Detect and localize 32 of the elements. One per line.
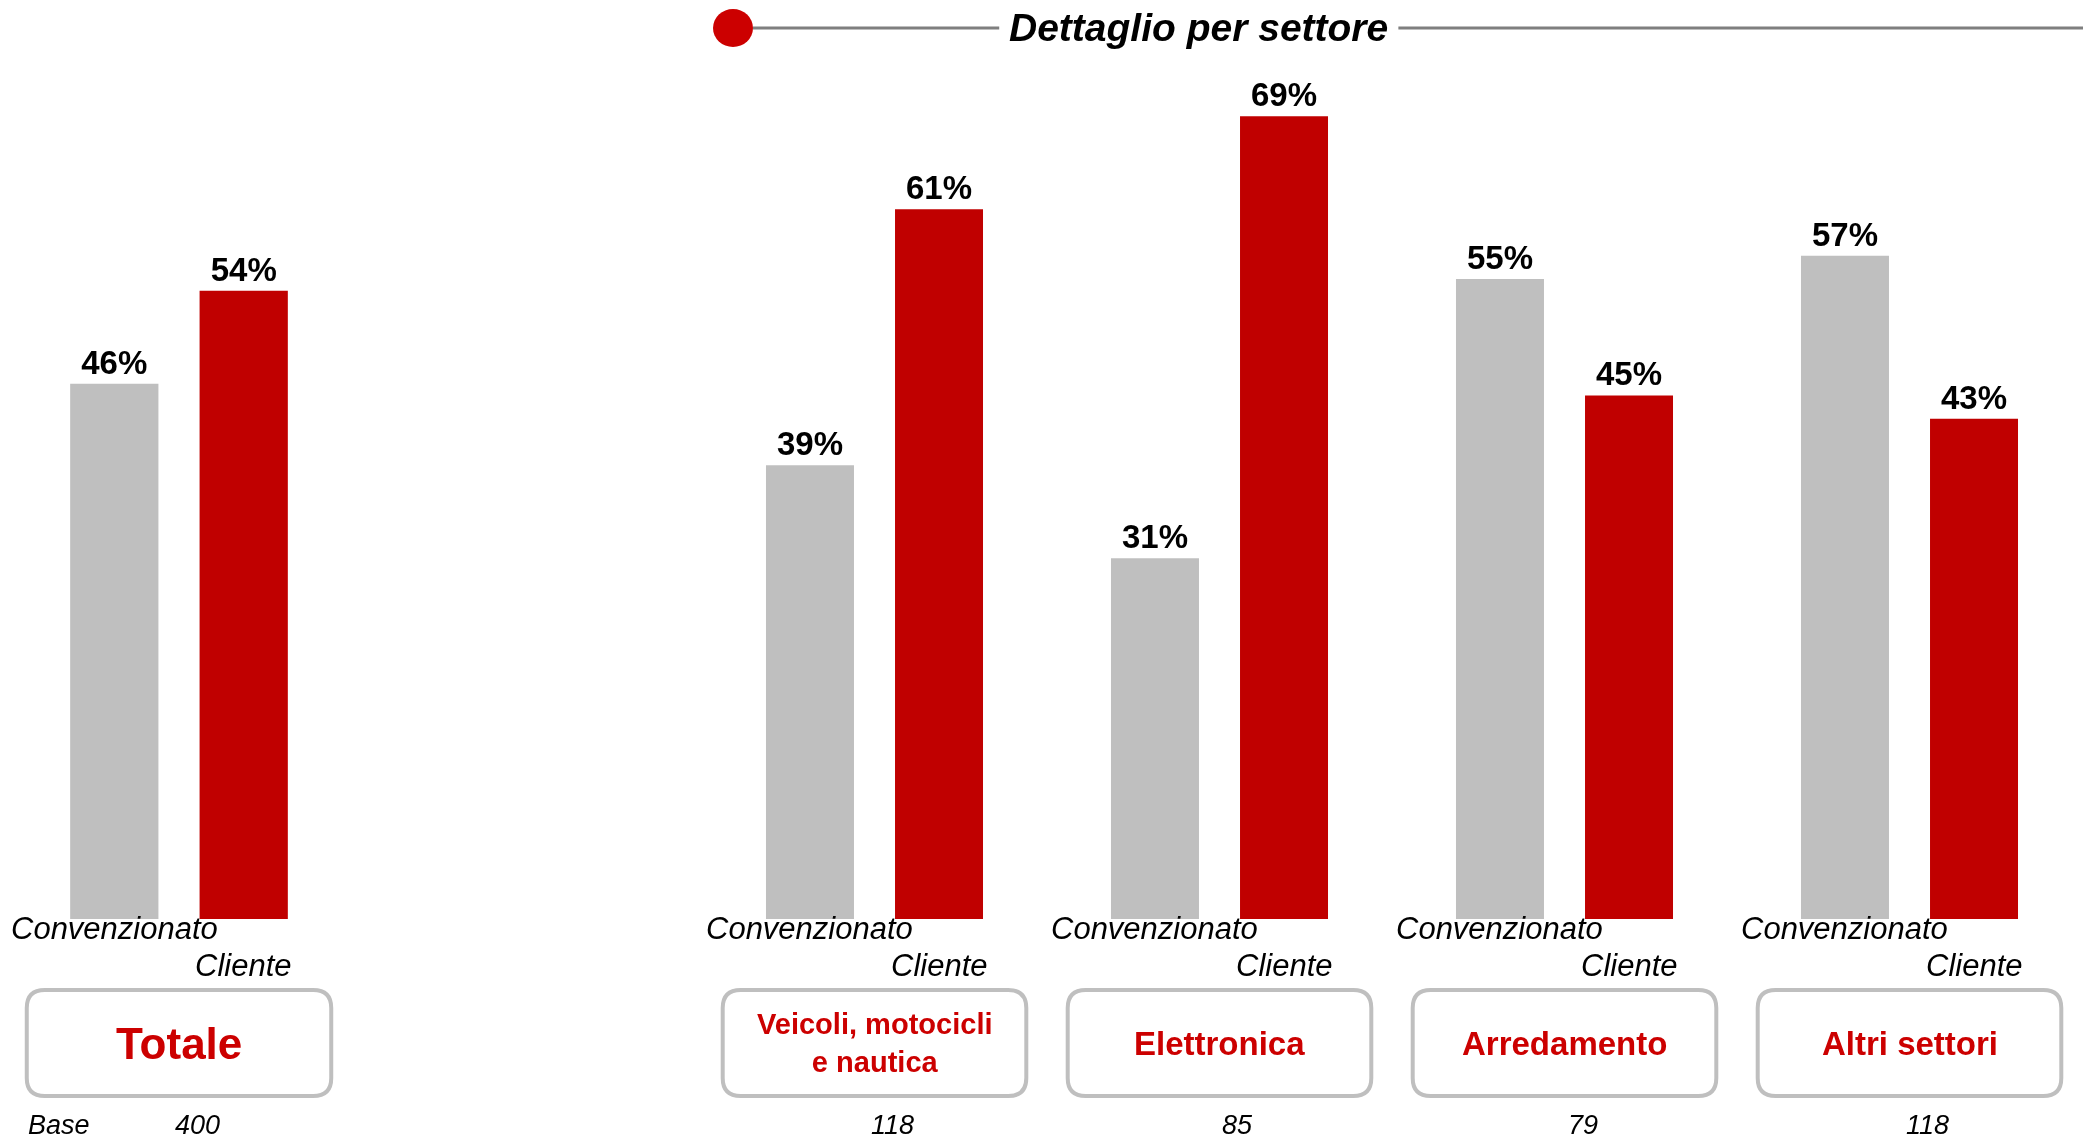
text: 118 <box>1906 1110 1950 1140</box>
data-label: 54% <box>210 250 277 288</box>
text: Base <box>28 1110 90 1140</box>
series-label: Convenzionato <box>706 911 913 946</box>
series-label: Cliente <box>891 948 988 983</box>
x-tick-label: Elettronica <box>1134 1025 1306 1062</box>
text: Cliente <box>1581 948 1678 983</box>
text: 400 <box>175 1110 221 1140</box>
data-label: 43% <box>1940 378 2008 416</box>
x-tick-label: Arredamento <box>1462 1025 1668 1062</box>
data-label: 57% <box>1811 215 1879 253</box>
text: Cliente <box>1236 948 1333 983</box>
data-label: 46% <box>81 343 148 381</box>
chart-title: Dettaglio per settore <box>1009 6 1389 49</box>
text: Convenzionato <box>1051 911 1258 946</box>
x-tick-label: Altri settori <box>1822 1025 1999 1062</box>
series-label: Convenzionato <box>11 911 218 946</box>
data-label: 61% <box>905 169 973 207</box>
text: Cliente <box>1926 948 2023 983</box>
x-tick-label: Totale <box>116 1019 243 1068</box>
series-label: Cliente <box>195 948 292 983</box>
text: 85 <box>1222 1110 1254 1140</box>
x-tick-label: Veicoli, motocicli e nautica <box>757 1008 993 1078</box>
text: 118 <box>871 1110 915 1140</box>
data-label: 55% <box>1466 239 1534 277</box>
data-label: 45% <box>1595 355 1663 393</box>
text: Convenzionato <box>1396 911 1603 946</box>
text: Convenzionato <box>1741 911 1948 946</box>
data-label: 31% <box>1121 518 1189 556</box>
text: 79 <box>1568 1110 1599 1140</box>
data-label: 69% <box>1250 76 1318 114</box>
data-label: 39% <box>776 425 844 463</box>
